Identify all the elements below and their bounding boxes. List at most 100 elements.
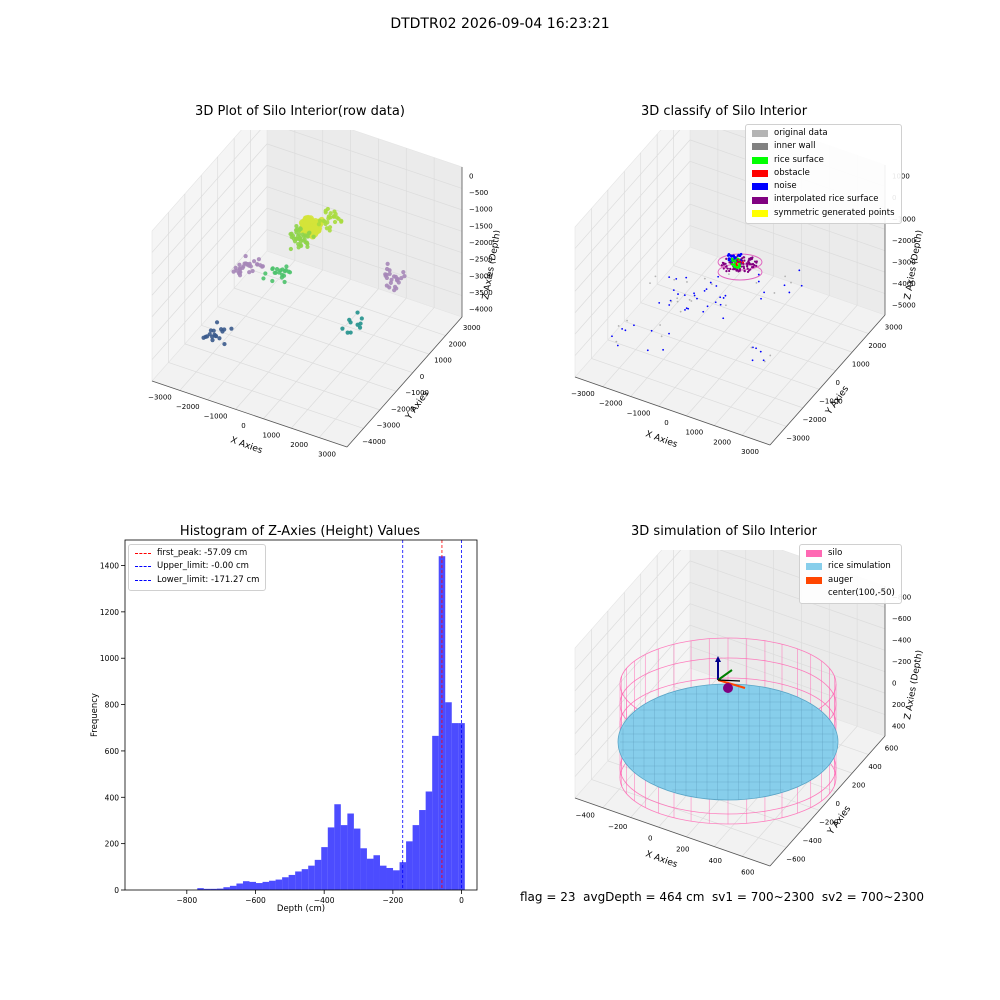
grid-line bbox=[741, 305, 858, 436]
y-tick-label: 2000 bbox=[868, 342, 886, 350]
legend-label: rice simulation bbox=[828, 561, 891, 572]
data-point bbox=[324, 226, 329, 231]
data-point bbox=[322, 219, 327, 224]
histogram-bar bbox=[445, 702, 452, 890]
data-point bbox=[205, 334, 210, 339]
panel1-xlabel: X Axies bbox=[229, 435, 264, 456]
histogram-bar bbox=[386, 867, 394, 890]
noise-point bbox=[798, 269, 801, 272]
noise-point bbox=[688, 298, 691, 301]
histogram-bar bbox=[340, 825, 348, 890]
histogram-bar bbox=[347, 813, 354, 890]
x-tick-label: 1000 bbox=[262, 431, 280, 439]
z-tick-label: 400 bbox=[892, 722, 905, 730]
noise-point bbox=[769, 354, 772, 357]
noise-point bbox=[702, 310, 705, 313]
noise-point bbox=[616, 344, 619, 347]
noise-point bbox=[719, 296, 722, 299]
histogram-bar bbox=[373, 855, 380, 890]
y-tick-label: 1400 bbox=[100, 561, 119, 570]
histogram-bar bbox=[321, 847, 328, 890]
noise-point bbox=[728, 273, 730, 276]
y-tick-label: 3000 bbox=[885, 323, 903, 331]
data-point bbox=[243, 253, 248, 259]
noise-point bbox=[750, 346, 753, 349]
histogram-bar bbox=[334, 804, 341, 890]
grid-line bbox=[673, 265, 869, 334]
noise-point bbox=[611, 335, 613, 338]
panel2-ticks: −3000 −2000 −1000 0 1000 2000 3000 −3000 −2000 −1… bbox=[571, 173, 916, 456]
noise-point bbox=[679, 310, 682, 313]
grid-line bbox=[234, 287, 430, 355]
histogram-bar bbox=[406, 841, 413, 890]
data-point bbox=[384, 283, 389, 288]
histogram-bar bbox=[419, 810, 426, 890]
legend-entry: auger bbox=[806, 574, 895, 587]
data-point bbox=[387, 268, 392, 273]
data-point bbox=[297, 232, 302, 237]
grid-line bbox=[741, 726, 858, 857]
legend-label: interpolated rice surface bbox=[774, 194, 879, 205]
histogram-bar bbox=[295, 871, 302, 890]
panel4-3d-simulation: −400 −200 0 200 400 600 −600 −400 −200 0 200 400 600… bbox=[574, 550, 925, 877]
panel2-legend: original data inner wall rice surface obsta… bbox=[745, 124, 902, 225]
x-tick-label: 3000 bbox=[318, 450, 336, 458]
legend-swatch bbox=[752, 209, 768, 217]
panel4-ticks: −400 −200 0 200 400 600 −600 −400 −200 0 200 400 600… bbox=[576, 594, 912, 877]
grid-line bbox=[574, 560, 691, 692]
z-tick-label: −400 bbox=[892, 637, 911, 645]
noise-point bbox=[685, 276, 688, 279]
x-tick-label: −3000 bbox=[148, 394, 172, 402]
x-tick-label: 2000 bbox=[290, 441, 308, 449]
grid-line bbox=[574, 582, 691, 713]
noise-point bbox=[724, 294, 727, 297]
data-point bbox=[304, 240, 309, 245]
histogram-xticks: −800 −600 −400 −200 0 bbox=[177, 890, 464, 905]
panel1-title: 3D Plot of Silo Interior(row data) bbox=[195, 104, 405, 119]
grid-line bbox=[714, 295, 830, 426]
data-point bbox=[327, 225, 333, 230]
noise-point bbox=[646, 349, 649, 352]
noise-point bbox=[763, 291, 766, 294]
z-tick-label: −3500 bbox=[469, 289, 493, 297]
noise-point bbox=[684, 309, 686, 311]
legend-label: auger bbox=[828, 574, 853, 585]
data-point bbox=[247, 270, 252, 275]
noise-point bbox=[759, 350, 762, 353]
data-point bbox=[392, 288, 397, 293]
data-point bbox=[327, 228, 332, 233]
y-tick-label: 0 bbox=[420, 373, 424, 381]
noise-point bbox=[705, 288, 708, 291]
auger-x-arrow bbox=[717, 679, 746, 689]
panel4-legend: silo rice simulation auger center(100,-50) bbox=[799, 544, 902, 605]
noise-point bbox=[760, 297, 762, 300]
y-tick-label: 3000 bbox=[463, 324, 481, 332]
legend-label: obstacle bbox=[774, 167, 810, 178]
data-point bbox=[385, 261, 390, 266]
y-tick-label: −1000 bbox=[405, 389, 429, 397]
legend-label: noise bbox=[774, 181, 797, 192]
interpolated-point bbox=[729, 267, 732, 271]
x-tick-label: −800 bbox=[177, 896, 198, 905]
histogram-bar bbox=[236, 883, 243, 890]
grid-line bbox=[591, 358, 787, 427]
histogram-vlines bbox=[402, 540, 462, 890]
data-point bbox=[328, 211, 333, 216]
y-tick-label: −3000 bbox=[786, 435, 810, 443]
noise-point bbox=[706, 305, 709, 308]
figure-title: DTDTR02 2026-09-04 16:23:21 bbox=[390, 16, 610, 32]
legend-label: symmetric generated points bbox=[774, 207, 895, 218]
histogram-bar bbox=[327, 827, 335, 890]
legend-entry: obstacle bbox=[752, 167, 895, 180]
x-tick-label: −2000 bbox=[599, 400, 623, 408]
noise-point bbox=[621, 328, 624, 330]
data-point bbox=[248, 264, 253, 269]
histogram-bar bbox=[216, 888, 224, 890]
grid-line bbox=[291, 297, 407, 429]
y-tick-label: −4000 bbox=[362, 438, 386, 446]
noise-point bbox=[672, 289, 675, 292]
noise-point bbox=[722, 297, 725, 299]
interpolated-point bbox=[725, 270, 728, 273]
noise-point bbox=[649, 282, 651, 285]
x-tick-label: 0 bbox=[648, 834, 652, 842]
